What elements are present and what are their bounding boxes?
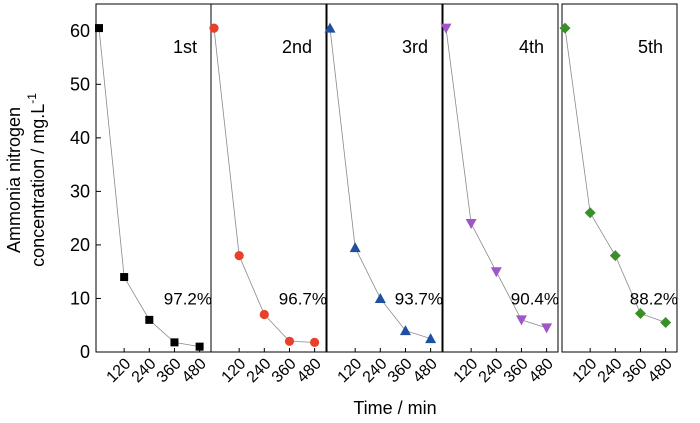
x-tick-label: 480 <box>294 355 325 386</box>
data-point <box>559 22 571 34</box>
removal-label: 88.2% <box>630 289 678 308</box>
data-point <box>324 22 336 33</box>
series-label: 5th <box>638 37 663 57</box>
series-line-5th <box>564 28 666 323</box>
removal-label: 93.7% <box>395 289 443 308</box>
y-tick-label: 20 <box>70 235 90 255</box>
x-tick-label: 120 <box>570 355 601 386</box>
data-point <box>440 23 452 34</box>
data-point <box>374 292 386 303</box>
series-label: 3rd <box>402 37 428 57</box>
x-tick-label: 120 <box>335 355 366 386</box>
data-point <box>584 207 596 219</box>
x-tick-label: 360 <box>154 355 185 386</box>
data-point <box>170 338 179 347</box>
y-tick-label: 50 <box>70 74 90 94</box>
y-axis: 0 10 20 30 40 50 60 <box>70 21 101 362</box>
x-tick-label: 120 <box>104 355 135 386</box>
y-tick-label: 30 <box>70 181 90 201</box>
x-tick-label: 480 <box>179 355 210 386</box>
panel-frame <box>326 3 443 353</box>
series-label: 4th <box>519 37 544 57</box>
y-tick-label: 10 <box>70 288 90 308</box>
removal-label: 97.2% <box>164 289 212 308</box>
series-label: 2nd <box>282 37 312 57</box>
y-tick-label: 60 <box>70 21 90 41</box>
data-point <box>609 250 621 262</box>
panel-frame <box>561 3 678 353</box>
y-axis-label-line2: concentration / mg.L-1 <box>25 93 48 267</box>
data-point <box>541 323 553 334</box>
y-axis-label-exponent: -1 <box>25 93 39 104</box>
x-tick-label: 120 <box>451 355 482 386</box>
data-point <box>465 219 477 230</box>
x-tick-label: 480 <box>410 355 441 386</box>
data-point <box>120 273 129 282</box>
series-line-4th <box>445 28 547 329</box>
data-point <box>349 242 361 253</box>
data-point <box>145 315 154 324</box>
x-tick-label: 360 <box>269 355 300 386</box>
panel-frame <box>442 3 559 353</box>
x-tick-label: 240 <box>595 355 626 386</box>
series-label: 1st <box>173 37 197 57</box>
data-point <box>425 333 437 344</box>
y-axis-label-line1: Ammonia nitrogen <box>4 107 24 253</box>
x-tick-label: 480 <box>645 355 676 386</box>
x-tick-label: 360 <box>501 355 532 386</box>
removal-label: 96.7% <box>279 289 327 308</box>
data-point <box>634 307 646 319</box>
data-point <box>95 24 103 33</box>
y-tick-label: 40 <box>70 128 90 148</box>
x-axis-label: Time / min <box>353 398 436 418</box>
x-tick-label: 480 <box>526 355 557 386</box>
data-point <box>399 325 411 336</box>
data-point <box>259 309 269 320</box>
data-point <box>234 251 244 261</box>
data-point <box>209 23 219 33</box>
data-point <box>195 342 204 351</box>
panels: 1202403604801st97.2%1202403604802nd96.7%… <box>95 3 678 386</box>
data-point <box>310 337 320 347</box>
data-point <box>515 315 527 326</box>
removal-label: 90.4% <box>511 289 559 308</box>
x-tick-label: 240 <box>360 355 391 386</box>
y-axis-label: Ammonia nitrogen concentration / mg.L-1 <box>4 93 48 267</box>
y-axis-label-unit: concentration / mg.L <box>28 104 48 267</box>
data-point <box>284 336 295 346</box>
data-point <box>660 317 672 329</box>
x-tick-label: 360 <box>385 355 416 386</box>
x-tick-label: 120 <box>219 355 250 386</box>
data-point <box>490 267 502 278</box>
panel-frame <box>210 3 327 353</box>
x-tick-label: 240 <box>129 355 160 386</box>
x-tick-label: 240 <box>476 355 507 386</box>
x-tick-label: 240 <box>244 355 275 386</box>
x-tick-label: 360 <box>620 355 651 386</box>
y-tick-label: 0 <box>80 342 90 362</box>
